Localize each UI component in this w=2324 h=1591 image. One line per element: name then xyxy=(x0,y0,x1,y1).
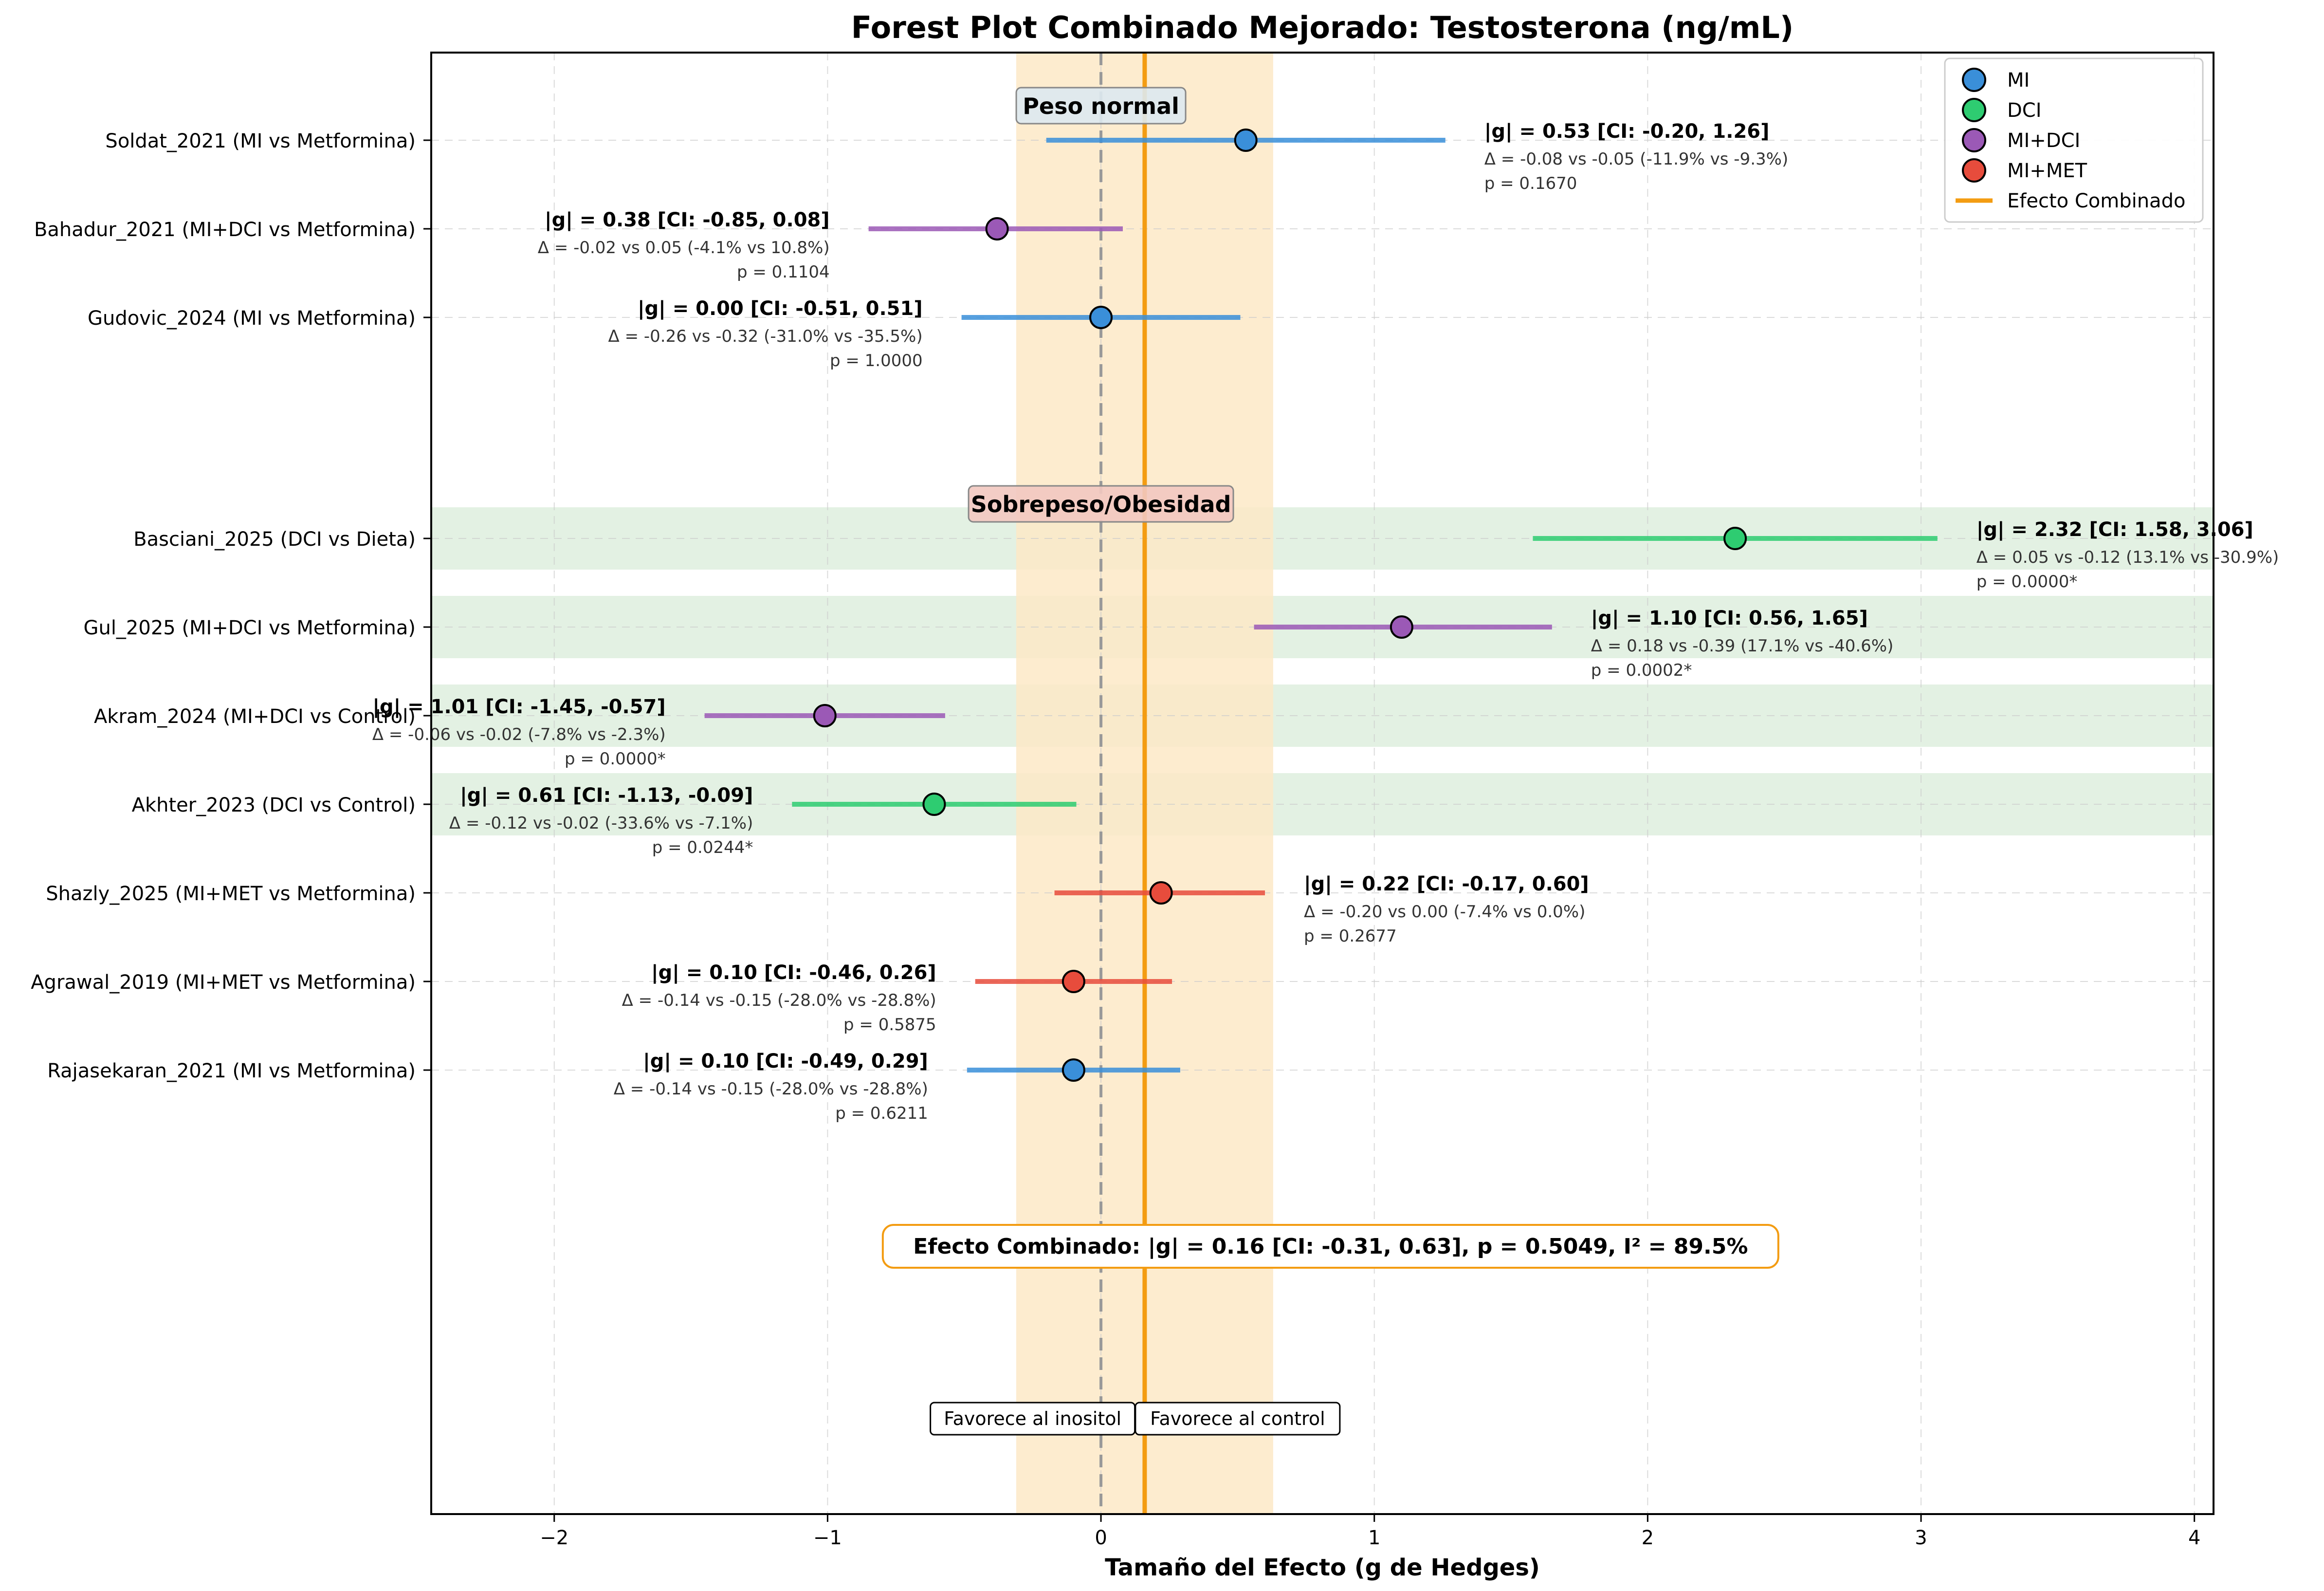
effect-point xyxy=(1391,616,1412,638)
pooled-summary-label: Efecto Combinado: |g| = 0.16 [CI: -0.31,… xyxy=(913,1234,1748,1259)
annotation-p-value: p = 0.5875 xyxy=(843,1015,936,1035)
annotation-effect: |g| = 0.22 [CI: -0.17, 0.60] xyxy=(1304,873,1589,896)
effect-point xyxy=(1724,528,1746,549)
x-tick-label: 4 xyxy=(2188,1527,2200,1549)
annotation-effect: |g| = 2.32 [CI: 1.58, 3.06] xyxy=(1976,518,2253,541)
annotation-delta: Δ = -0.26 vs -0.32 (-31.0% vs -35.5%) xyxy=(608,327,923,346)
annotation-p-value: p = 0.0000* xyxy=(1976,572,2078,592)
group-label: Sobrepeso/Obesidad xyxy=(971,491,1231,518)
annotation-effect: |g| = 1.10 [CI: 0.56, 1.65] xyxy=(1591,607,1868,630)
annotation-effect: |g| = 0.10 [CI: -0.49, 0.29] xyxy=(643,1050,928,1073)
x-tick-label: 3 xyxy=(1915,1527,1927,1549)
study-label: Agrawal_2019 (MI+MET vs Metformina) xyxy=(31,971,416,994)
study-label: Bahadur_2021 (MI+DCI vs Metformina) xyxy=(34,219,416,241)
annotation-delta: Δ = 0.05 vs -0.12 (13.1% vs -30.9%) xyxy=(1976,548,2279,567)
legend-label: Efecto Combinado xyxy=(2007,190,2185,212)
x-tick-label: −1 xyxy=(813,1527,842,1549)
legend-marker xyxy=(1963,159,1985,182)
study-label: Akram_2024 (MI+DCI vs Control) xyxy=(94,705,416,728)
legend-label: MI+DCI xyxy=(2007,130,2080,152)
annotation-delta: Δ = -0.12 vs -0.02 (-33.6% vs -7.1%) xyxy=(449,814,753,833)
study-label: Shazly_2025 (MI+MET vs Metformina) xyxy=(46,883,416,905)
legend-label: MI+MET xyxy=(2007,160,2087,182)
annotation-p-value: p = 0.0002* xyxy=(1591,661,1692,680)
annotation-delta: Δ = -0.14 vs -0.15 (-28.0% vs -28.8%) xyxy=(622,991,936,1010)
annotation-delta: Δ = -0.06 vs -0.02 (-7.8% vs -2.3%) xyxy=(372,725,666,744)
annotation-effect: |g| = 1.01 [CI: -1.45, -0.57] xyxy=(372,696,665,719)
annotation-p-value: p = 0.1670 xyxy=(1484,174,1577,193)
direction-label-right: Favorece al control xyxy=(1150,1408,1325,1429)
study-label: Basciani_2025 (DCI vs Dieta) xyxy=(133,528,416,551)
annotation-effect: |g| = 0.10 [CI: -0.46, 0.26] xyxy=(651,962,936,984)
study-label: Akhter_2023 (DCI vs Control) xyxy=(132,794,416,816)
x-tick-label: −2 xyxy=(540,1527,568,1549)
effect-point xyxy=(987,218,1008,240)
legend-marker xyxy=(1963,129,1985,151)
group-label: Peso normal xyxy=(1023,93,1179,119)
x-tick-label: 0 xyxy=(1095,1527,1107,1549)
annotation-effect: |g| = 0.53 [CI: -0.20, 1.26] xyxy=(1484,120,1770,143)
chart-title: Forest Plot Combinado Mejorado: Testoste… xyxy=(851,10,1793,45)
effect-point xyxy=(1235,130,1257,151)
legend-label: DCI xyxy=(2007,99,2042,122)
annotation-delta: Δ = -0.14 vs -0.15 (-28.0% vs -28.8%) xyxy=(614,1079,928,1099)
annotation-delta: Δ = -0.02 vs 0.05 (-4.1% vs 10.8%) xyxy=(538,238,830,258)
x-tick-label: 2 xyxy=(1642,1527,1654,1549)
x-axis-label: Tamaño del Efecto (g de Hedges) xyxy=(1105,1554,1540,1581)
study-label: Soldat_2021 (MI vs Metformina) xyxy=(105,130,416,152)
effect-point xyxy=(1151,882,1172,904)
annotation-p-value: p = 0.0000* xyxy=(565,749,666,769)
annotation-delta: Δ = -0.08 vs -0.05 (-11.9% vs -9.3%) xyxy=(1484,149,1788,169)
study-label: Gul_2025 (MI+DCI vs Metformina) xyxy=(83,617,416,639)
x-tick-label: 1 xyxy=(1368,1527,1380,1549)
study-label: Gudovic_2024 (MI vs Metformina) xyxy=(88,307,416,330)
effect-point xyxy=(1063,971,1084,992)
annotation-p-value: p = 0.6211 xyxy=(835,1104,928,1123)
annotation-p-value: p = 0.1104 xyxy=(737,262,830,282)
direction-label-left: Favorece al inositol xyxy=(944,1408,1121,1429)
legend-label: MI xyxy=(2007,69,2030,92)
annotation-effect: |g| = 0.61 [CI: -1.13, -0.09] xyxy=(460,784,753,807)
study-label: Rajasekaran_2021 (MI vs Metformina) xyxy=(47,1060,416,1082)
annotation-p-value: p = 0.2677 xyxy=(1304,926,1397,946)
effect-point xyxy=(814,705,836,726)
legend-marker xyxy=(1963,99,1985,121)
annotation-p-value: p = 1.0000 xyxy=(830,351,923,370)
annotation-p-value: p = 0.0244* xyxy=(652,838,753,857)
legend-marker xyxy=(1963,69,1985,91)
annotation-effect: |g| = 0.38 [CI: -0.85, 0.08] xyxy=(545,209,830,232)
effect-point xyxy=(1090,307,1112,328)
effect-point xyxy=(923,794,945,815)
annotation-delta: Δ = 0.18 vs -0.39 (17.1% vs -40.6%) xyxy=(1591,636,1894,656)
effect-point xyxy=(1063,1059,1084,1081)
annotation-effect: |g| = 0.00 [CI: -0.51, 0.51] xyxy=(638,297,923,320)
annotation-delta: Δ = -0.20 vs 0.00 (-7.4% vs 0.0%) xyxy=(1304,902,1585,922)
